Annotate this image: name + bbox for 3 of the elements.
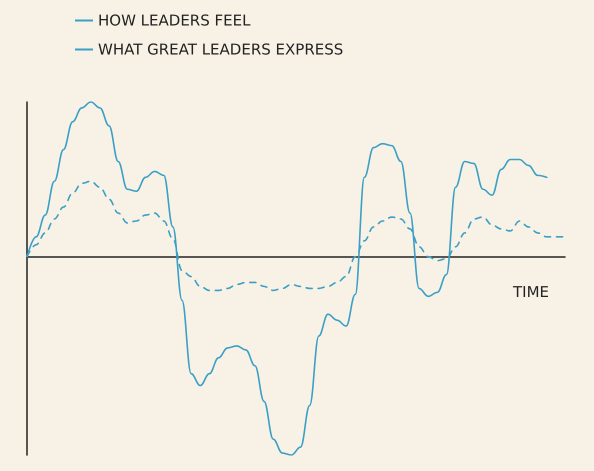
legend-label: HOW LEADERS FEEL (98, 12, 252, 30)
x-axis-title: TIME (512, 283, 550, 302)
legend-label: WHAT GREAT LEADERS EXPRESS (98, 40, 344, 58)
